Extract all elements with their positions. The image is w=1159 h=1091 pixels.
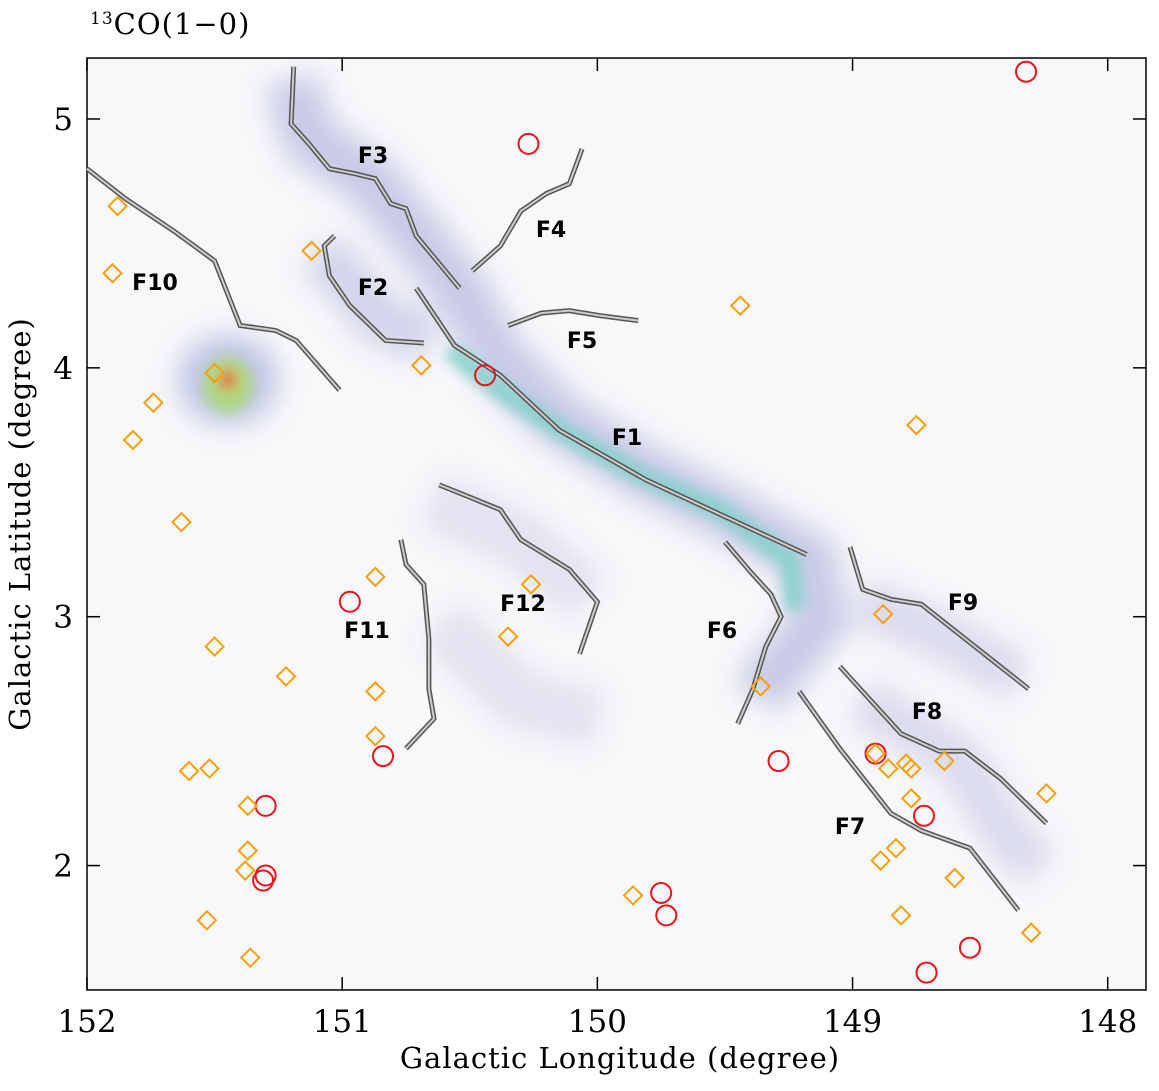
- x-axis-label: Galactic Longitude (degree): [400, 1041, 840, 1075]
- x-tick-label: 148: [1078, 1004, 1137, 1040]
- filament-label: F3: [358, 144, 388, 169]
- y-tick-label: 3: [53, 600, 73, 636]
- filament-label: F1: [612, 426, 642, 451]
- chart: 13CO(1−0) Galactic Longitude (degree) Ga…: [0, 0, 1159, 1087]
- filament-label: F11: [344, 619, 390, 644]
- x-tick-label: 149: [823, 1004, 882, 1040]
- y-tick-label: 4: [53, 351, 73, 387]
- filament-label: F12: [500, 592, 546, 617]
- filament-label: F5: [567, 329, 597, 354]
- chart-title: 13CO(1−0): [90, 7, 250, 41]
- y-tick-label: 5: [53, 102, 73, 138]
- filament-label: F6: [707, 619, 737, 644]
- title-superscript: 13: [90, 9, 114, 29]
- x-tick-label: 152: [57, 1004, 116, 1040]
- filament-label: F8: [912, 700, 942, 725]
- emission-map: [87, 58, 1146, 990]
- filament-label: F7: [835, 815, 865, 840]
- y-axis-label: Galactic Latitude (degree): [3, 317, 37, 731]
- filament-label: F4: [536, 218, 566, 243]
- filament-label: F10: [132, 271, 178, 296]
- x-tick-label: 150: [568, 1004, 627, 1040]
- title-main: CO(1−0): [114, 7, 251, 41]
- x-tick-label: 151: [313, 1004, 372, 1040]
- y-tick-label: 2: [53, 849, 73, 885]
- filament-label: F2: [358, 276, 388, 301]
- filament-label: F9: [948, 591, 978, 616]
